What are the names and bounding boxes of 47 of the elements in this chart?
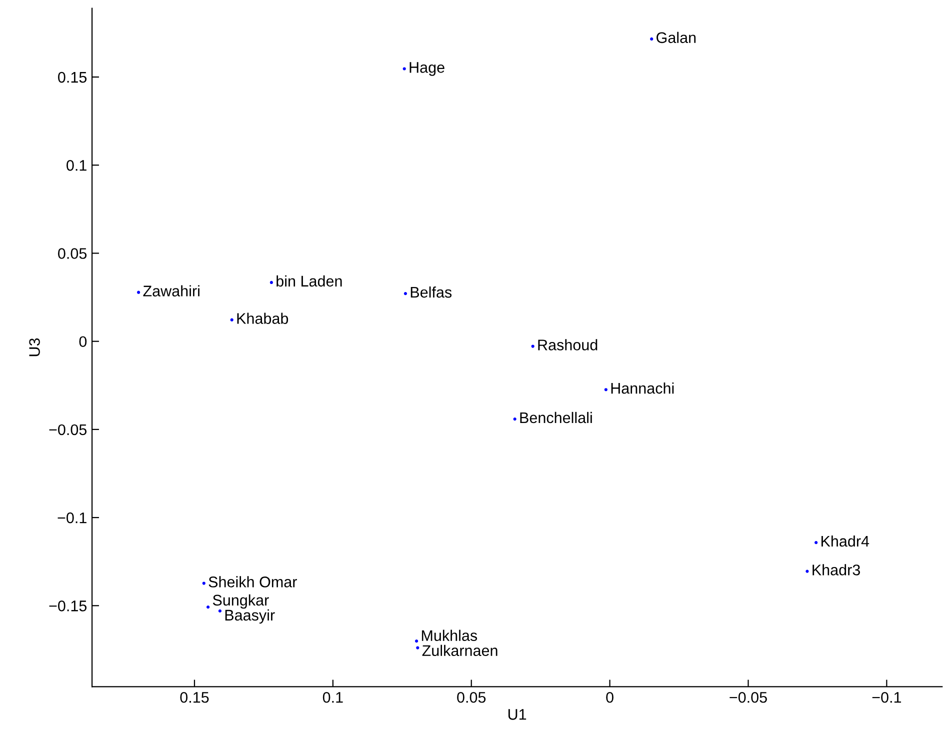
x-axis-title: U1 bbox=[508, 709, 526, 720]
point bbox=[402, 67, 406, 70]
y-tick-label: 0.05 bbox=[58, 248, 87, 259]
x-tick-label: −0.05 bbox=[730, 692, 767, 703]
annotation: Zawahiri bbox=[143, 285, 200, 296]
x-tick-label: −0.1 bbox=[872, 692, 902, 703]
point bbox=[202, 582, 206, 585]
annotation: Baasyir bbox=[225, 609, 275, 624]
point bbox=[414, 640, 418, 643]
annotation: Khabab bbox=[237, 312, 288, 324]
x-tick-label: 0.15 bbox=[180, 692, 209, 703]
annotation: Mukhlas bbox=[422, 630, 478, 642]
point bbox=[416, 646, 420, 650]
point bbox=[604, 388, 608, 392]
point bbox=[218, 609, 222, 612]
y-tick-label: 0 bbox=[79, 336, 87, 348]
annotation: bin Laden bbox=[276, 275, 342, 287]
point bbox=[206, 606, 210, 609]
annotation: Belfas bbox=[410, 286, 452, 298]
annotation: Khadr3 bbox=[812, 564, 860, 576]
point bbox=[814, 541, 818, 544]
annotation: Sheikh Omar bbox=[208, 576, 297, 588]
annotation: Benchellali bbox=[520, 412, 592, 424]
annotation: Rashoud bbox=[538, 339, 598, 350]
y-axis-title: U3 bbox=[29, 338, 40, 356]
point bbox=[270, 280, 274, 284]
annotation: Hannachi bbox=[611, 382, 674, 394]
annotation: Zulkarnaen bbox=[422, 644, 498, 656]
annotation: Galan bbox=[656, 32, 696, 44]
annotation: Sungkar bbox=[212, 594, 269, 609]
x-tick-label: 0.1 bbox=[322, 692, 343, 703]
point bbox=[137, 290, 140, 294]
point bbox=[404, 292, 408, 296]
point bbox=[230, 318, 234, 322]
annotation: Hage bbox=[410, 62, 444, 76]
y-tick-label: −0.1 bbox=[58, 512, 86, 524]
annotation: Khadr4 bbox=[821, 535, 870, 547]
point bbox=[531, 344, 534, 348]
y-tick-label: 0.15 bbox=[58, 72, 87, 83]
x-tick-label: 0.05 bbox=[457, 692, 486, 703]
point bbox=[513, 417, 516, 421]
point bbox=[806, 570, 809, 573]
x-tick-label: 0 bbox=[606, 692, 614, 703]
point bbox=[650, 37, 654, 41]
y-tick-label: 0.1 bbox=[66, 160, 86, 171]
y-tick-label: −0.15 bbox=[49, 600, 87, 612]
y-tick-label: −0.05 bbox=[49, 424, 87, 436]
